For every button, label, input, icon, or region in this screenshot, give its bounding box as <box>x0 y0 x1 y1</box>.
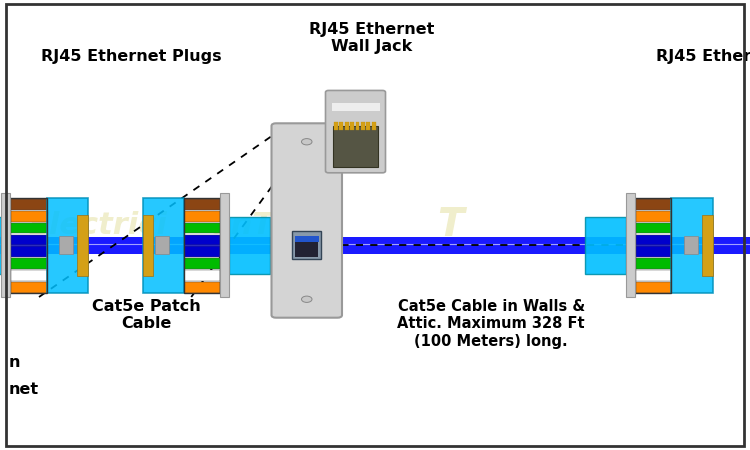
Bar <box>372 122 376 130</box>
Bar <box>366 122 370 130</box>
FancyBboxPatch shape <box>272 123 342 318</box>
Bar <box>184 223 220 234</box>
Bar <box>10 211 46 221</box>
Bar <box>142 215 153 276</box>
Bar <box>58 236 74 254</box>
Bar <box>635 270 671 281</box>
Bar <box>10 247 46 257</box>
Bar <box>184 234 220 245</box>
Bar <box>142 198 184 292</box>
Bar <box>671 198 712 292</box>
Bar <box>10 258 46 269</box>
Bar <box>10 199 46 210</box>
Bar <box>77 215 88 276</box>
Bar <box>635 198 671 292</box>
Text: RJ45 Ether: RJ45 Ether <box>656 49 750 64</box>
Circle shape <box>302 139 312 145</box>
Bar <box>154 236 170 254</box>
FancyBboxPatch shape <box>326 90 386 173</box>
Text: Cat5e Patch
Cable: Cat5e Patch Cable <box>92 299 201 331</box>
Bar <box>295 236 319 242</box>
Bar <box>0 217 2 274</box>
Bar <box>635 223 671 234</box>
Text: anTech: anTech <box>210 211 330 239</box>
Bar <box>626 194 635 297</box>
Bar <box>184 211 220 221</box>
Text: net: net <box>9 382 39 397</box>
Text: T: T <box>436 206 463 244</box>
Bar <box>184 282 220 292</box>
Bar <box>184 198 220 292</box>
Bar <box>10 234 46 245</box>
Bar <box>635 211 671 221</box>
Bar <box>361 122 364 130</box>
Bar <box>292 231 321 259</box>
Bar <box>585 217 626 274</box>
Bar <box>10 282 46 292</box>
Bar <box>635 199 671 210</box>
Bar <box>635 282 671 292</box>
Bar <box>2 194 10 297</box>
Bar <box>10 198 46 292</box>
Circle shape <box>302 296 312 302</box>
Bar <box>296 242 318 257</box>
Bar <box>184 258 220 269</box>
Text: RJ45 Ethernet
Wall Jack: RJ45 Ethernet Wall Jack <box>308 22 434 54</box>
Bar <box>344 122 349 130</box>
Text: RJ45 Ethernet Plugs: RJ45 Ethernet Plugs <box>41 49 221 64</box>
Bar <box>0 237 750 254</box>
Text: Cat5e Cable in Walls &
Attic. Maximum 328 Ft
(100 Meters) long.: Cat5e Cable in Walls & Attic. Maximum 32… <box>398 299 585 349</box>
Bar <box>350 122 354 130</box>
Text: n: n <box>9 355 20 370</box>
Bar <box>184 199 220 210</box>
Bar <box>184 270 220 281</box>
Text: Electrici: Electrici <box>28 211 167 239</box>
Bar <box>684 236 698 254</box>
Bar <box>332 103 380 111</box>
Bar <box>339 122 343 130</box>
Bar <box>46 198 88 292</box>
Bar <box>10 270 46 281</box>
Bar <box>10 223 46 234</box>
Bar <box>635 247 671 257</box>
Bar <box>220 194 229 297</box>
Bar <box>356 122 359 130</box>
Bar <box>333 126 378 167</box>
Bar <box>702 215 712 276</box>
Bar <box>635 258 671 269</box>
Bar <box>184 247 220 257</box>
Bar <box>229 217 270 274</box>
Bar <box>635 234 671 245</box>
Bar <box>334 122 338 130</box>
